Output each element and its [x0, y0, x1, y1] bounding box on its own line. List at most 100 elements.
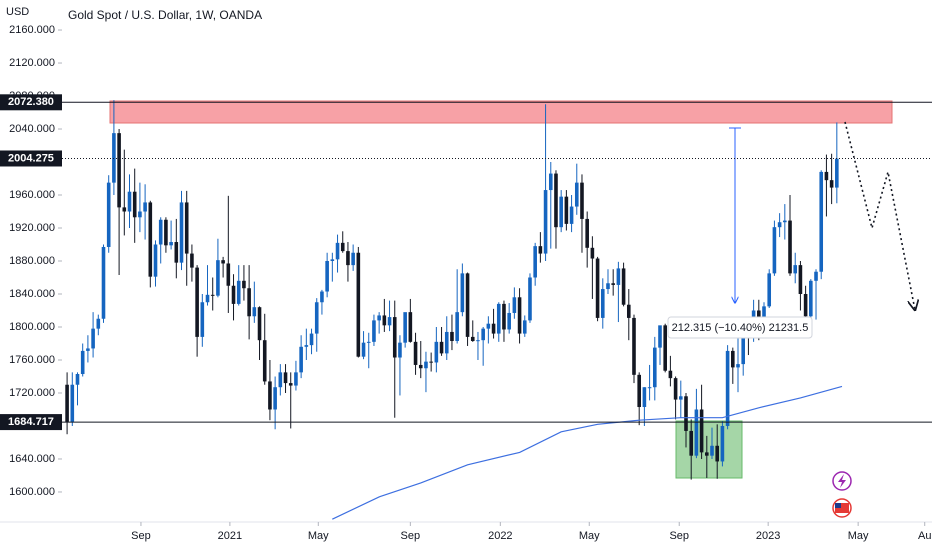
candle-body — [439, 341, 444, 354]
y-tick-label: 1640.000 — [9, 453, 55, 465]
candle-body — [684, 396, 688, 431]
candle-body — [585, 218, 589, 248]
candle-body — [153, 244, 158, 277]
candle-body — [809, 280, 813, 317]
candle-body — [148, 202, 153, 277]
candle-body — [741, 329, 746, 365]
x-tick-label: 2021 — [218, 530, 242, 542]
x-tick-label: May — [848, 530, 869, 542]
candle-body — [226, 263, 231, 286]
candle-body — [86, 348, 90, 351]
candle-body — [590, 247, 595, 259]
candle-body — [252, 307, 257, 317]
candle-body — [340, 242, 345, 252]
currency: USD — [6, 6, 29, 18]
candle-body — [413, 341, 418, 365]
price-label-bg — [0, 414, 62, 431]
candle-body — [460, 273, 465, 313]
candle-body — [710, 445, 714, 456]
candle-body — [720, 425, 725, 462]
candle-body — [569, 206, 574, 224]
candle-body — [398, 342, 402, 358]
candle-body — [309, 333, 314, 346]
candle-body — [101, 246, 106, 319]
candle-body — [772, 227, 777, 274]
candle-body — [236, 280, 241, 304]
candle-body — [814, 271, 818, 281]
candle-body — [174, 242, 179, 263]
candle-body — [829, 180, 834, 188]
candle-body — [715, 445, 720, 462]
candle-body — [273, 387, 277, 410]
candle-body — [434, 341, 439, 363]
candle-body — [450, 331, 454, 342]
candle-body — [158, 219, 163, 245]
candle-body — [164, 219, 168, 246]
price-label: 2004.275 — [8, 152, 54, 164]
lightning-icon — [838, 474, 846, 488]
candle-body — [528, 277, 532, 321]
candle-body — [210, 294, 215, 296]
candle-body — [268, 381, 272, 410]
candle-body — [366, 341, 371, 343]
candle-body — [694, 409, 699, 456]
candle-body — [242, 280, 246, 289]
candle-body — [798, 265, 803, 294]
candle-body — [377, 315, 381, 321]
candle-body — [533, 246, 537, 278]
candle-body — [642, 387, 647, 408]
candle-body — [392, 317, 397, 358]
resistance-zone — [109, 100, 893, 124]
candle-body — [517, 297, 522, 334]
candle-body — [96, 318, 101, 329]
candle-body — [112, 133, 116, 183]
candle-body — [247, 288, 251, 317]
candle-body — [403, 312, 407, 343]
candle-body — [496, 303, 501, 334]
candle-body — [705, 452, 709, 456]
x-tick-label: 2022 — [488, 530, 512, 542]
candle-body — [543, 190, 548, 254]
candle-body — [75, 374, 80, 385]
candle-body — [819, 171, 824, 272]
candle-body — [418, 364, 423, 369]
candle-body — [699, 409, 704, 453]
candle-body — [424, 361, 428, 369]
x-tick-label: Sep — [669, 530, 689, 542]
candle-body — [444, 331, 449, 354]
candle-body — [117, 133, 121, 208]
candle-body — [491, 323, 496, 334]
candle-body — [320, 291, 324, 303]
candle-body — [91, 328, 95, 349]
candle-body — [70, 384, 75, 422]
y-tick-label: 1880.000 — [9, 255, 55, 267]
candle-body — [190, 253, 194, 268]
chart-title: Gold Spot / U.S. Dollar, 1W, OANDA — [68, 8, 262, 22]
candle-body — [361, 342, 366, 357]
candle-body — [257, 307, 262, 341]
price-label: 1684.717 — [8, 416, 54, 428]
candle-body — [663, 325, 667, 371]
candle-body — [824, 171, 829, 181]
candle-body — [522, 320, 527, 334]
candle-body — [512, 297, 517, 313]
candle-body — [205, 294, 210, 303]
candle-body — [122, 207, 127, 212]
candle-body — [580, 182, 584, 219]
flag-canton — [835, 503, 841, 508]
candle-body — [835, 158, 839, 188]
candle-body — [626, 304, 631, 318]
plot-area — [65, 100, 843, 520]
candle-body — [278, 372, 283, 388]
candle-body — [476, 340, 480, 342]
measure-box — [667, 316, 813, 339]
candle-body — [314, 302, 319, 334]
candle-body — [195, 267, 199, 337]
price-label-bg — [0, 150, 62, 167]
candle-body — [288, 383, 293, 386]
candle-body — [725, 350, 730, 426]
candle-body — [231, 285, 236, 304]
candle-body — [559, 196, 563, 228]
candle-body — [564, 196, 569, 224]
